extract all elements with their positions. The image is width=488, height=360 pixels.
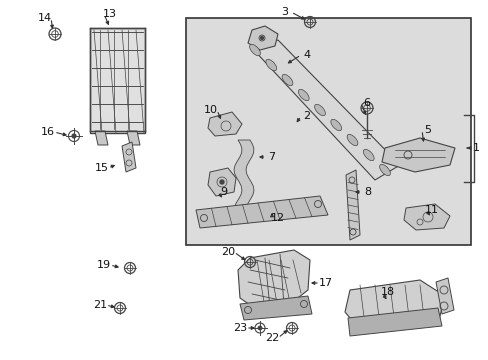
Polygon shape [435, 278, 453, 314]
Text: 21: 21 [93, 300, 107, 310]
Ellipse shape [265, 59, 276, 71]
Text: 3: 3 [281, 7, 288, 17]
Text: 5: 5 [424, 125, 430, 135]
Text: 20: 20 [221, 247, 235, 257]
Ellipse shape [282, 74, 292, 86]
Ellipse shape [249, 44, 260, 56]
Circle shape [260, 36, 263, 40]
Circle shape [72, 134, 76, 138]
Text: 8: 8 [364, 187, 371, 197]
Text: 7: 7 [268, 152, 275, 162]
Text: 15: 15 [95, 163, 109, 173]
Polygon shape [251, 40, 399, 180]
Polygon shape [127, 131, 140, 145]
Polygon shape [403, 204, 449, 230]
Text: 6: 6 [363, 98, 370, 108]
Ellipse shape [363, 149, 373, 161]
Text: 22: 22 [264, 333, 279, 343]
Polygon shape [238, 250, 309, 312]
Ellipse shape [346, 134, 357, 146]
Text: 4: 4 [303, 50, 310, 60]
Text: 12: 12 [270, 213, 285, 223]
Ellipse shape [379, 164, 389, 176]
Polygon shape [95, 131, 108, 145]
Polygon shape [207, 168, 236, 196]
Polygon shape [240, 296, 311, 320]
Ellipse shape [298, 89, 308, 101]
Polygon shape [122, 142, 136, 172]
Polygon shape [196, 196, 327, 228]
Ellipse shape [314, 104, 325, 116]
Text: 14: 14 [38, 13, 52, 23]
Text: 9: 9 [220, 187, 227, 197]
Polygon shape [234, 140, 253, 220]
Polygon shape [381, 138, 454, 172]
Circle shape [220, 180, 224, 184]
Polygon shape [345, 280, 444, 330]
Text: 23: 23 [232, 323, 246, 333]
Text: 18: 18 [380, 287, 394, 297]
Ellipse shape [330, 119, 341, 131]
Polygon shape [90, 28, 145, 133]
Circle shape [258, 326, 261, 330]
Polygon shape [347, 308, 441, 336]
Polygon shape [207, 112, 242, 136]
Text: 10: 10 [203, 105, 218, 115]
Bar [185, 18, 470, 245]
Polygon shape [346, 170, 359, 240]
Polygon shape [247, 26, 278, 50]
Text: 16: 16 [41, 127, 55, 137]
Text: 2: 2 [303, 111, 310, 121]
Text: 1: 1 [471, 143, 479, 153]
Text: 19: 19 [97, 260, 111, 270]
Text: 13: 13 [103, 9, 117, 19]
Text: 11: 11 [424, 205, 438, 215]
Text: 17: 17 [318, 278, 332, 288]
